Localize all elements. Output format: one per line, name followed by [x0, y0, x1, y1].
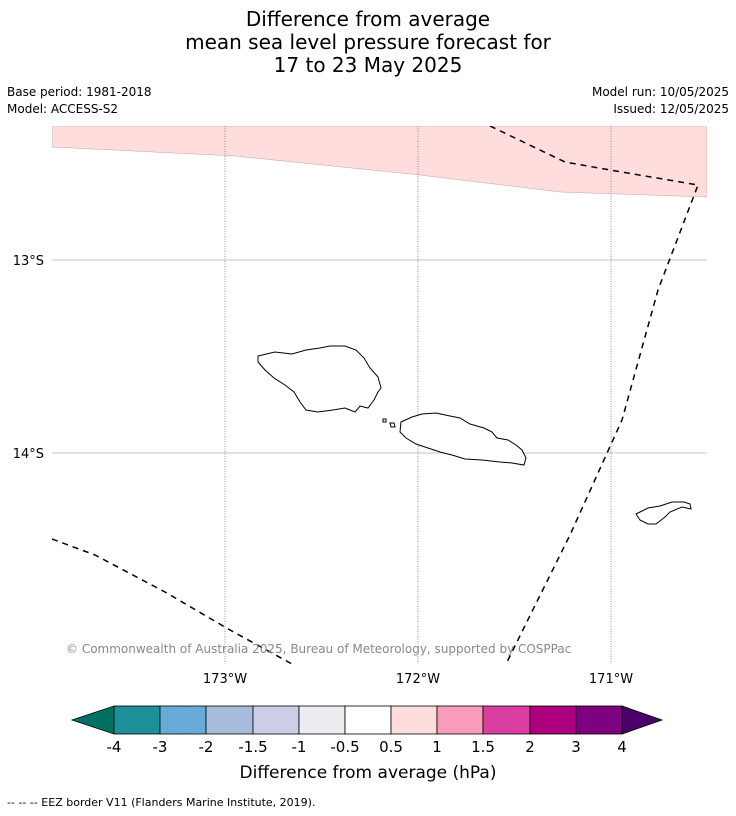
title-line-1: Difference from average — [245, 7, 491, 31]
colorbar-segment — [529, 705, 577, 735]
colorbar-tick-label: 1.5 — [471, 738, 495, 756]
colorbar-segment — [159, 705, 207, 735]
map-title: Difference from average mean sea level p… — [0, 8, 736, 77]
colorbar-title: Difference from average (hPa) — [240, 763, 497, 783]
colorbar-segment — [344, 705, 392, 735]
model-name: Model: ACCESS-S2 — [7, 102, 119, 116]
island-manono — [382, 418, 387, 423]
island-savaii — [257, 345, 382, 413]
meta-left: Base period: 1981-2018 Model: ACCESS-S2 — [7, 84, 152, 118]
title-line-2: mean sea level pressure forecast for — [185, 30, 551, 54]
colorbar-segment — [436, 705, 484, 735]
colorbar-tick-label: -1.5 — [238, 738, 267, 756]
colorbar-low-extension — [70, 705, 115, 735]
colorbar — [70, 705, 664, 735]
eez-legend-note: -- -- -- EEZ border V11 (Flanders Marine… — [7, 796, 316, 809]
colorbar-tick-label: -0.5 — [330, 738, 359, 756]
eez-border-southwest — [52, 538, 293, 664]
colorbar-segment — [205, 705, 254, 735]
colorbar-tick-label: 1 — [432, 738, 442, 756]
colorbar-tick-label: -1 — [292, 738, 307, 756]
map-background — [52, 126, 707, 664]
lon-label-172w: 172°W — [396, 672, 440, 687]
positive-anomaly-region — [52, 126, 707, 198]
lat-label-14s: 14°S — [13, 447, 44, 462]
colorbar-tick-label: 3 — [571, 738, 581, 756]
colorbar-segment — [298, 705, 346, 735]
colorbar-tick-label: -4 — [107, 738, 122, 756]
colorbar-tick-label: 4 — [617, 738, 627, 756]
colorbar-segment — [390, 705, 438, 735]
colorbar-segment — [482, 705, 531, 735]
copyright-text: © Commonwealth of Australia 2025, Bureau… — [66, 642, 571, 656]
colorbar-tick-label: 0.5 — [379, 738, 403, 756]
title-line-3: 17 to 23 May 2025 — [273, 53, 463, 77]
island-apolima — [389, 422, 396, 428]
map-panel: © Commonwealth of Australia 2025, Bureau… — [52, 126, 707, 664]
base-period: Base period: 1981-2018 — [7, 85, 152, 99]
colorbar-tick-labels: -4 -3 -2 -1.5 -1 -0.5 0.5 1 1.5 2 3 4 — [107, 738, 627, 756]
lon-label-171w: 171°W — [589, 672, 633, 687]
colorbar-tick-label: -2 — [199, 738, 214, 756]
island-upolu — [399, 412, 527, 466]
issued-date: Issued: 12/05/2025 — [613, 102, 729, 116]
lat-label-13s: 13°S — [13, 254, 44, 269]
colorbar-tick-label: 2 — [525, 738, 535, 756]
colorbar-segment — [252, 705, 300, 735]
colorbar-tick-label: -3 — [153, 738, 168, 756]
eez-border-east — [489, 126, 700, 664]
colorbar-segment — [575, 705, 623, 735]
island-tutuila — [635, 501, 692, 525]
colorbar-high-extension — [621, 705, 664, 735]
colorbar-segment — [113, 705, 161, 735]
meta-right: Model run: 10/05/2025 Issued: 12/05/2025 — [592, 84, 729, 118]
model-run: Model run: 10/05/2025 — [591, 85, 729, 99]
lon-label-173w: 173°W — [203, 672, 247, 687]
